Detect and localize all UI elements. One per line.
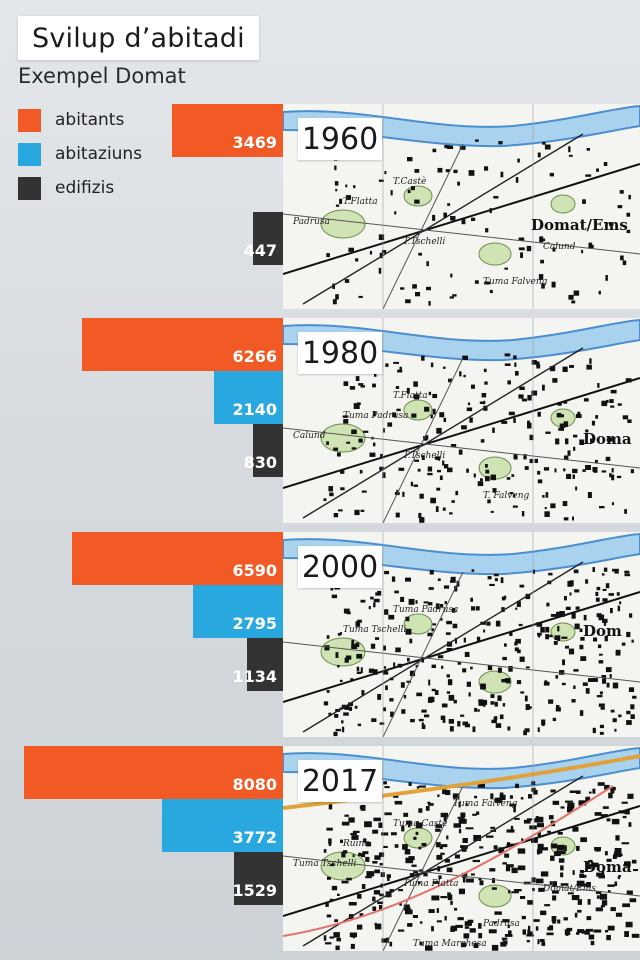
map-place-label: Doma	[583, 858, 632, 876]
legend-swatch-abitants	[18, 108, 41, 132]
bar-abitants-1980: 6266	[82, 318, 283, 371]
bar-abitaziuns-1980: 2140	[214, 371, 283, 424]
map-local-label: Tuma Castè	[393, 818, 447, 829]
legend-item-edifizis: edifizis	[18, 176, 142, 200]
legend-label-abitants: abitants	[55, 110, 125, 130]
map-local-label: Domat/Ems	[542, 884, 596, 894]
map-local-label: Tuma Marchesa	[413, 939, 487, 949]
map-place-label: Dom	[583, 622, 622, 640]
map-panel-2000: Dom Tuma Padrusa Tuma Tschelli	[283, 532, 640, 737]
map-local-label: T.Flatta	[343, 197, 378, 207]
data-label-abitaziuns-1980: 2140	[232, 400, 277, 419]
chart-subtitle: Exempel Domat	[18, 64, 186, 88]
map-local-label: Ruine	[342, 839, 370, 849]
legend-item-abitants: abitants	[18, 108, 142, 132]
map-local-label: T.Castè	[393, 176, 426, 187]
legend-swatch-abitaziuns	[18, 142, 41, 166]
year-label-1960: 1960	[298, 118, 382, 160]
data-label-edifizis-2000: 1134	[232, 667, 277, 686]
map-local-label: Tuma Tschelli	[293, 859, 356, 869]
bar-edifizis-2017: 1529	[232, 852, 283, 905]
bar-abitants-2017: 8080	[24, 746, 283, 799]
map-local-label: Tuma Padrusa	[343, 411, 408, 421]
title-box: Svilup d’abitadi	[18, 16, 259, 60]
map-local-label: Padrusa	[482, 919, 520, 929]
data-label-abitaziuns-2000: 2795	[232, 614, 277, 633]
year-label-2000: 2000	[298, 546, 382, 588]
map-local-label: T.Tschelli	[403, 451, 445, 461]
map-local-label: Tuma Padrusa	[393, 605, 458, 615]
chart-title: Svilup d’abitadi	[32, 22, 245, 54]
data-label-abitants-1960: 3469	[232, 133, 277, 152]
map-local-label: T. Falveng	[483, 491, 529, 501]
data-label-abitants-2017: 8080	[232, 775, 277, 794]
data-label-abitants-1980: 6266	[232, 347, 277, 366]
bar-abitaziuns-2000: 2795	[193, 585, 283, 638]
map-local-label: Tuma Falveng	[483, 277, 548, 287]
bar-edifizis-2000: 1134	[232, 638, 283, 691]
bar-abitaziuns-2017: 3772	[162, 799, 283, 852]
bar-abitants-2000: 6590	[72, 532, 283, 585]
map-place-label: Domat/Ems	[531, 216, 628, 234]
map-local-label: Tuma Tschelli	[343, 625, 406, 635]
data-label-abitaziuns-2017: 3772	[232, 828, 277, 847]
data-label-abitants-2000: 6590	[232, 561, 277, 580]
data-label-edifizis-1960: 447	[243, 241, 277, 260]
data-label-edifizis-2017: 1529	[232, 881, 277, 900]
bar-abitants-1960: 3469	[172, 104, 283, 157]
map-1960: Domat/Ems T.Castè T.Flatta T.Tschelli Tuma F…	[283, 104, 640, 309]
year-label-2017: 2017	[298, 760, 382, 802]
map-local-label: Calund	[293, 431, 326, 441]
bar-edifizis-1960: 447	[244, 212, 283, 265]
legend-swatch-edifizis	[18, 176, 41, 200]
map-local-label: Tuma Falveng	[453, 799, 518, 809]
map-place-label: Doma	[583, 430, 632, 448]
map-local-label: Tuma Platta	[403, 879, 458, 889]
map-local-label: Calund	[543, 242, 576, 252]
map-local-label: T.Tschelli	[403, 237, 445, 247]
map-panel-1960: Domat/Ems T.Castè T.Flatta T.Tschelli Tuma F…	[283, 104, 640, 309]
bar-edifizis-1980: 830	[244, 424, 283, 477]
legend-label-abitaziuns: abitaziuns	[55, 144, 143, 164]
map-2000: Dom Tuma Padrusa Tuma Tschelli	[283, 532, 640, 737]
legend-label-edifizis: edifizis	[55, 178, 115, 198]
data-label-edifizis-1980: 830	[243, 453, 277, 472]
map-local-label: T.Flatta	[393, 391, 428, 401]
year-label-1980: 1980	[298, 332, 382, 374]
legend-item-abitaziuns: abitaziuns	[18, 142, 142, 166]
map-local-label: Padrusa	[292, 217, 330, 227]
legend: abitants abitaziuns edifizis	[18, 108, 142, 210]
